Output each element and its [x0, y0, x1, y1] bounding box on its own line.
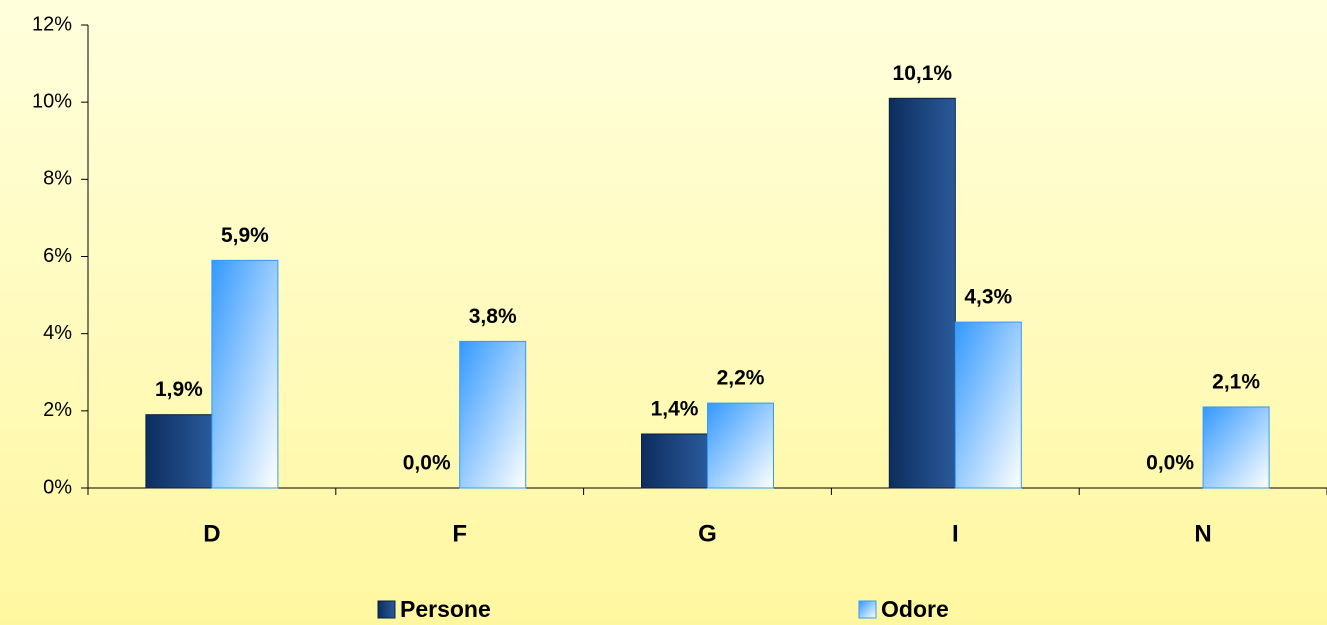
bar [954, 321, 1022, 489]
value-label: 1,4% [651, 398, 699, 421]
y-tick-label: 4% [43, 322, 72, 344]
value-label: 1,9% [155, 378, 203, 401]
y-tick-label: 8% [43, 168, 72, 190]
legend-swatch [377, 600, 396, 619]
bar [641, 433, 708, 489]
x-tick-label: F [452, 520, 467, 547]
bar [145, 414, 213, 489]
y-tick-label: 6% [43, 245, 72, 267]
value-label: 0,0% [1146, 452, 1194, 475]
x-tick-label: G [698, 520, 717, 547]
legend-label: Odore [881, 596, 949, 622]
value-label: 5,9% [221, 224, 269, 247]
value-label: 3,8% [469, 305, 517, 328]
y-tick-label: 10% [32, 90, 72, 112]
bar [707, 402, 774, 489]
value-label: 2,1% [1212, 371, 1260, 394]
x-tick-label: I [952, 520, 959, 547]
bar [888, 97, 956, 489]
value-label: 10,1% [893, 62, 953, 85]
legend-label: Persone [400, 596, 491, 622]
value-label: 2,2% [717, 367, 765, 390]
bar [211, 259, 279, 489]
legend-swatch [858, 600, 877, 619]
bar [1202, 406, 1270, 489]
x-tick-label: N [1194, 520, 1211, 547]
value-label: 0,0% [403, 452, 451, 475]
y-tick-label: 0% [43, 476, 72, 498]
bar [459, 340, 527, 489]
x-tick-label: D [203, 520, 220, 547]
y-tick-label: 2% [43, 399, 72, 421]
value-label: 4,3% [964, 286, 1012, 309]
y-tick-label: 12% [32, 13, 72, 35]
